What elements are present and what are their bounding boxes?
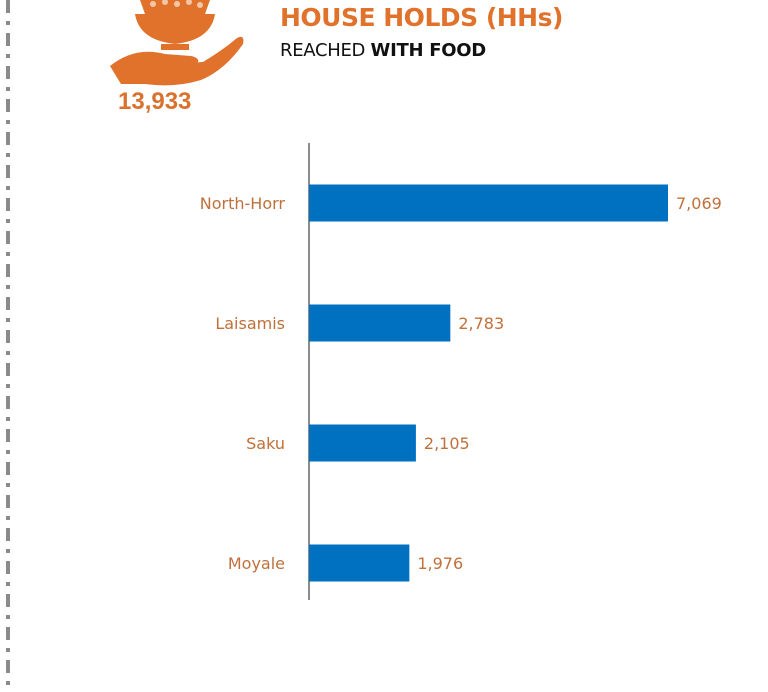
category-label: Saku (246, 434, 285, 453)
bar-laisamis (309, 304, 451, 342)
category-label: Laisamis (215, 314, 285, 333)
bar-moyale (309, 544, 410, 582)
value-label: 2,105 (424, 434, 470, 453)
bar-saku (309, 424, 416, 462)
subtitle-emphasis: WITH FOOD (370, 40, 487, 61)
dashed-left-border (6, 0, 10, 692)
total-households-value: 13,933 (118, 88, 192, 115)
hand-holding-food-bowl-icon (110, 0, 244, 86)
subtitle-prefix: REACHED (280, 40, 366, 61)
value-label: 2,783 (458, 314, 504, 333)
value-label: 7,069 (676, 194, 722, 213)
value-label: 1,976 (417, 554, 463, 573)
bar-north-horr (309, 184, 668, 222)
page-title: HOUSE HOLDS (HHs) (280, 3, 563, 32)
page-subtitle: REACHED WITH FOOD (280, 40, 486, 61)
category-label: North-Horr (200, 194, 286, 213)
category-label: Moyale (228, 554, 285, 573)
